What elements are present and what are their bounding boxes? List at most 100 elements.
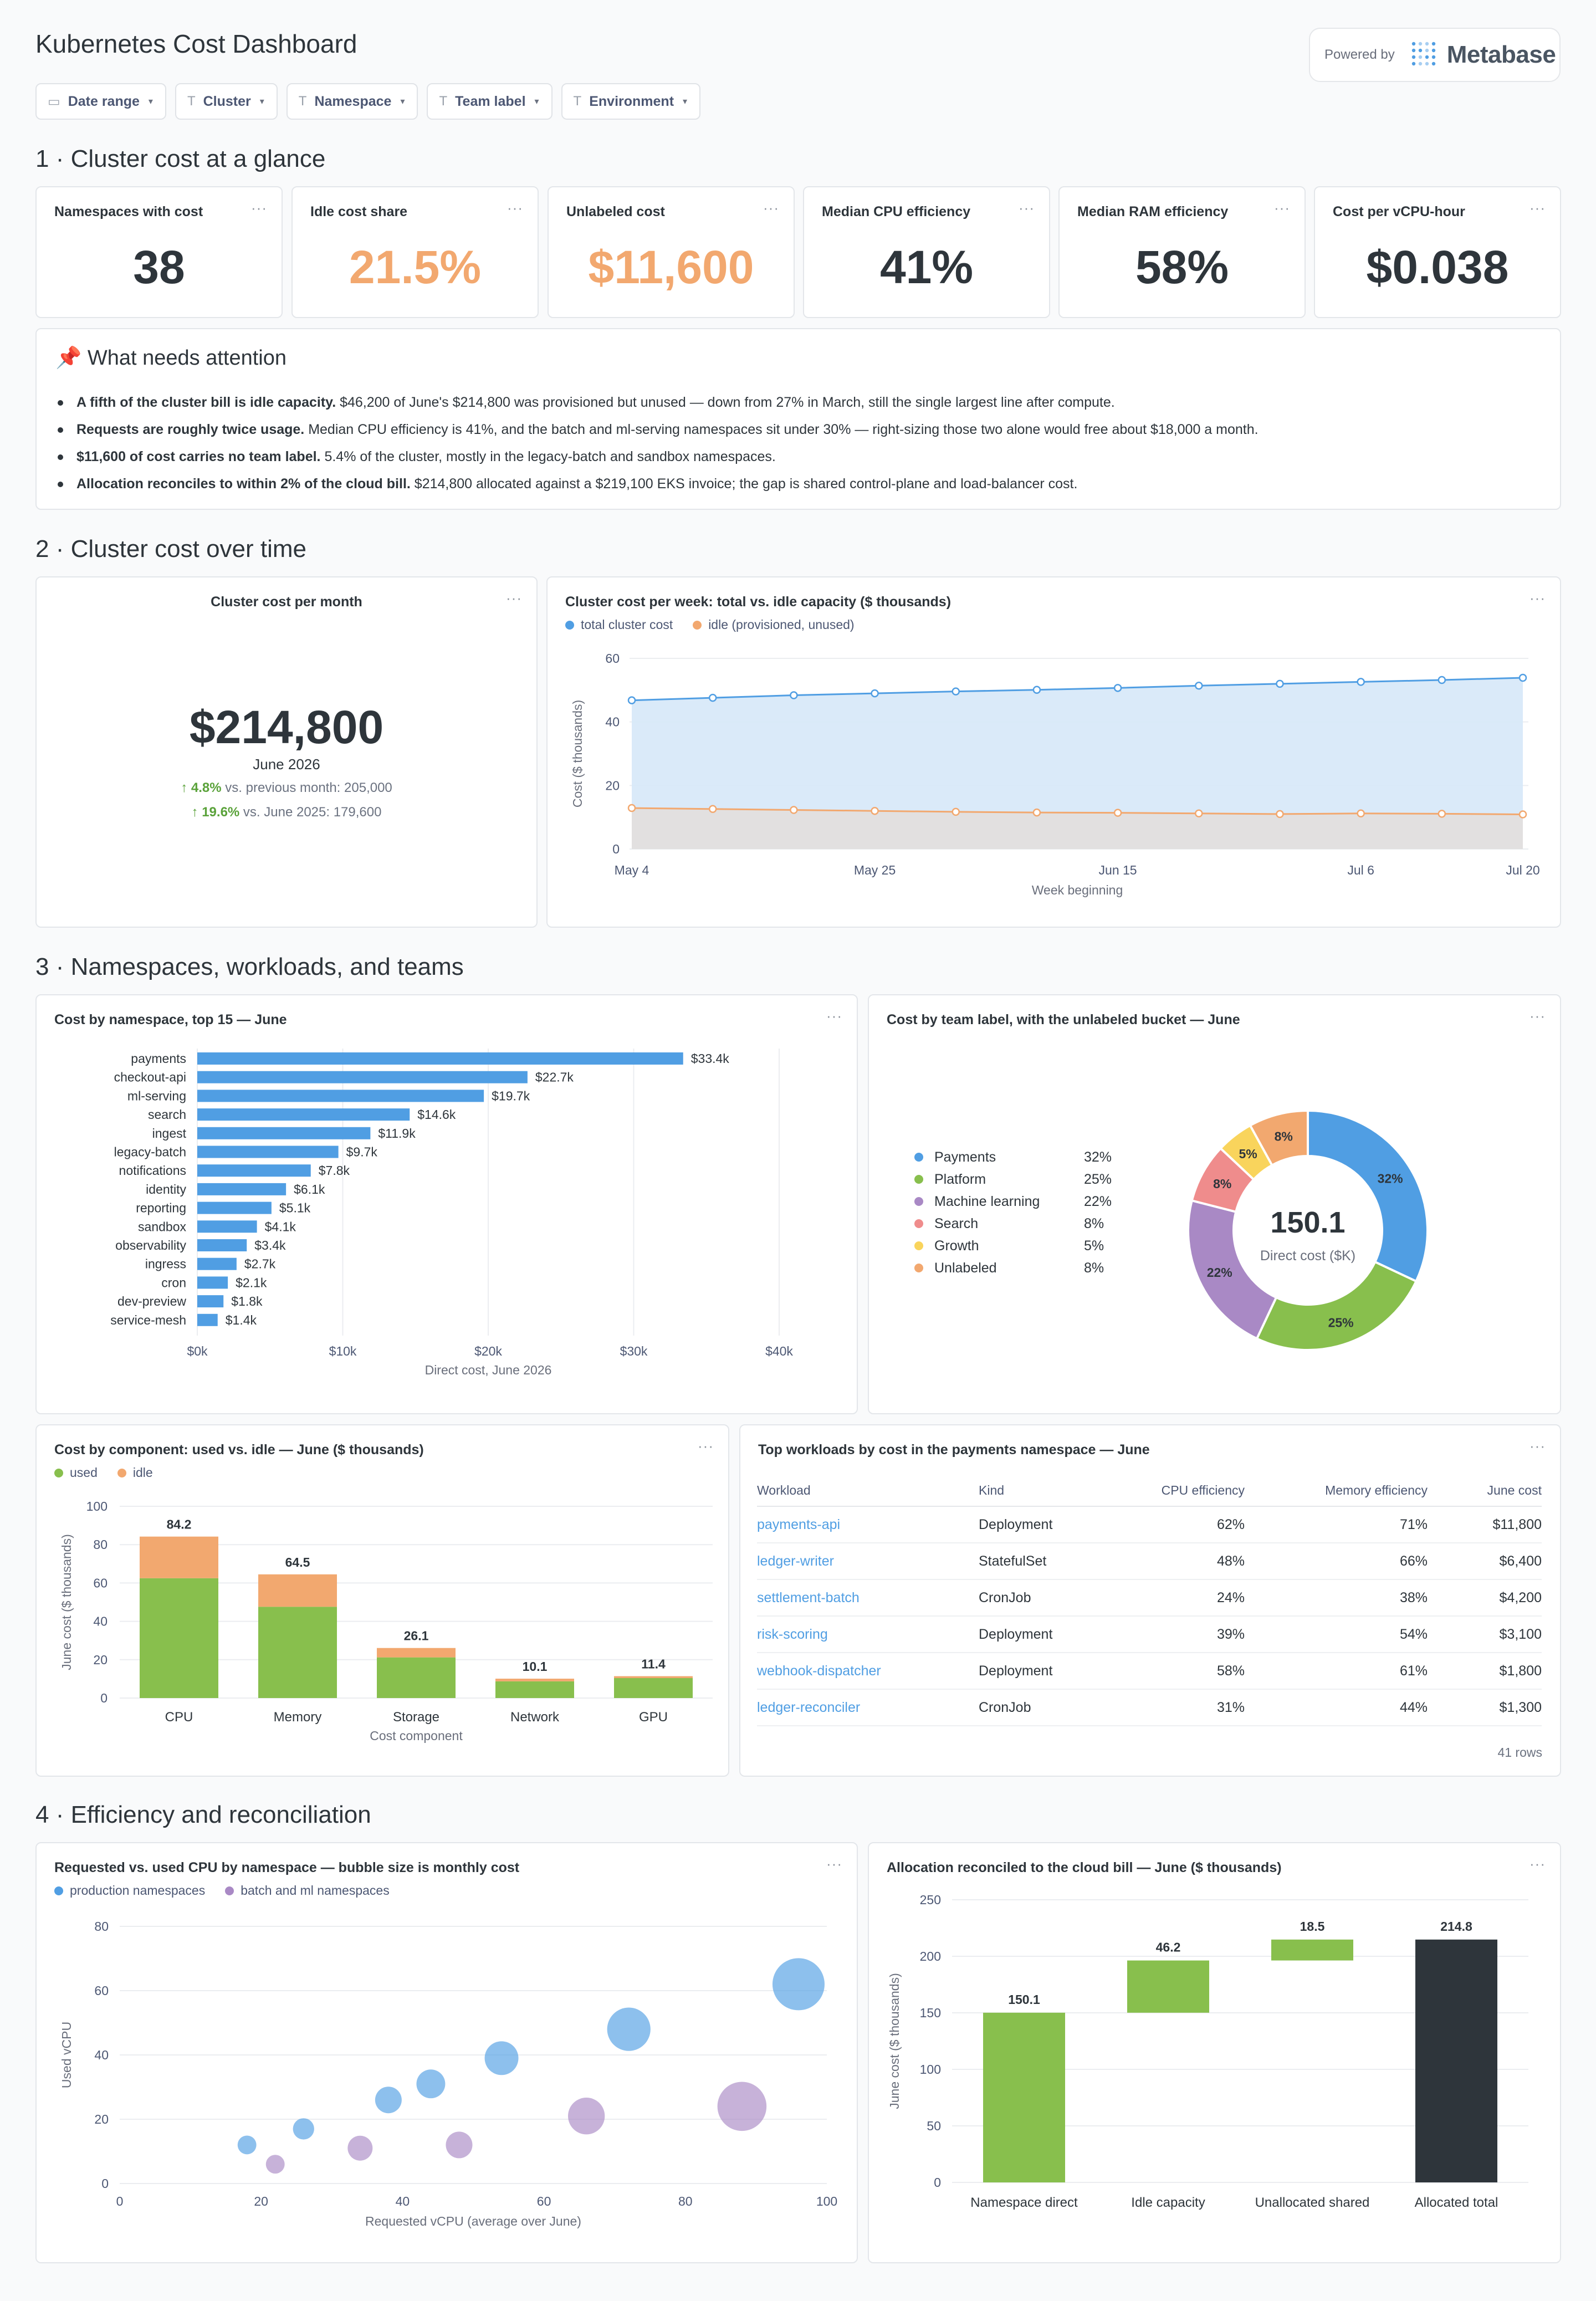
workload-link[interactable]: ledger-writer [757,1543,979,1580]
workload-link[interactable]: risk-scoring [757,1616,979,1653]
powered-by-label: Powered by [1324,47,1395,62]
monthly-cost-card[interactable]: Cluster cost per month ··· $214,800 June… [35,576,538,928]
bar-segment [258,1607,337,1698]
legend-item[interactable]: total cluster cost [565,617,673,632]
legend-item[interactable]: Search 8% [914,1213,1112,1235]
table-cell: 66% [1245,1543,1428,1580]
card-menu-icon[interactable]: ··· [826,1855,842,1872]
legend-item[interactable]: Machine learning 22% [914,1190,1112,1213]
team-cost-card[interactable]: Cost by team label, with the unlabeled b… [868,994,1561,1414]
kpi-card-cpu-efficiency[interactable]: Median CPU efficiency ··· 41% [803,186,1050,318]
workload-link[interactable]: settlement-batch [757,1579,979,1617]
section-title-namespaces: 3 · Namespaces, workloads, and teams [35,953,464,980]
card-menu-icon[interactable]: ··· [251,200,267,216]
data-point [1195,682,1203,690]
powered-by-badge[interactable]: Powered by Metabase [1309,28,1561,82]
filter-team-label[interactable]: T Team label ▾ [427,83,553,120]
x-tick-label: Jun 15 [1099,863,1137,877]
kpi-card-ram-efficiency[interactable]: Median RAM efficiency ··· 58% [1058,186,1306,318]
filter-date-range[interactable]: ▭ Date range ▾ [35,83,166,120]
card-menu-icon[interactable]: ··· [1019,200,1035,216]
bubble [265,2155,285,2174]
kpi-card-unlabeled-cost[interactable]: Unlabeled cost ··· $11,600 [548,186,795,318]
column-header[interactable]: Workload [757,1475,979,1507]
card-menu-icon[interactable]: ··· [826,1008,842,1024]
workload-link[interactable]: ledger-reconciler [757,1689,979,1726]
bubble [607,2007,651,2051]
data-point [627,804,636,812]
y-tick-label: 100 [86,1499,108,1513]
donut-slice [1307,1109,1429,1283]
card-menu-icon[interactable]: ··· [1530,1855,1546,1872]
data-label: 10.1 [523,1659,548,1674]
workload-link[interactable]: webhook-dispatcher [757,1653,979,1690]
legend-item[interactable]: Platform 25% [914,1168,1112,1190]
data-label: $19.7k [492,1088,530,1103]
bubble [772,1958,825,2011]
legend-item[interactable]: batch and ml namespaces [225,1883,390,1898]
card-menu-icon[interactable]: ··· [763,200,779,216]
slice-label: 8% [1275,1129,1293,1144]
data-point [1195,809,1203,818]
bar [197,1276,228,1289]
legend-item[interactable]: production namespaces [54,1883,205,1898]
bar [197,1257,237,1270]
workloads-table-card[interactable]: Top workloads by cost in the payments na… [739,1424,1561,1777]
x-tick-label: 0 [116,2194,124,2208]
category-label: dev-preview [117,1294,186,1308]
column-header[interactable]: Memory efficiency [1245,1475,1428,1507]
table-cell: 54% [1245,1616,1428,1653]
y-axis-label: June cost ($ thousands) [59,1534,74,1670]
card-menu-icon[interactable]: ··· [698,1438,714,1454]
kpi-card-vcpu-hour[interactable]: Cost per vCPU-hour ··· $0.038 [1314,186,1561,318]
legend-item[interactable]: idle [117,1465,153,1480]
card-menu-icon[interactable]: ··· [506,590,522,606]
legend-item[interactable]: Growth 5% [914,1235,1112,1257]
category-label: cron [161,1275,186,1290]
y-tick-label: 60 [605,651,620,666]
y-tick-label: 0 [934,2175,941,2190]
card-menu-icon[interactable]: ··· [1530,1438,1546,1454]
kpi-value: 58% [1135,241,1229,293]
monthly-cost-period: June 2026 [253,756,320,773]
legend-item[interactable]: used [54,1465,98,1480]
column-header[interactable]: June cost [1428,1475,1542,1507]
cpu-bubble-card[interactable]: Requested vs. used CPU by namespace — bu… [35,1842,858,2263]
component-legend: used idle [54,1465,153,1480]
workload-link[interactable]: payments-api [757,1506,979,1543]
attention-item: $11,600 of cost carries no team label. 5… [58,443,1259,471]
legend-item[interactable]: idle (provisioned, unused) [693,617,855,632]
card-menu-icon[interactable]: ··· [1530,200,1546,216]
card-menu-icon[interactable]: ··· [1274,200,1290,216]
column-header[interactable]: Kind [979,1475,1106,1507]
team-donut-chart: 32% 25% 22% 8% 5% 8% 150.1 Direct cost ($K) [1187,1109,1429,1351]
y-tick-label: 20 [93,1653,108,1667]
kpi-card-idle-share[interactable]: Idle cost share ··· 21.5% [291,186,539,318]
data-point [1357,809,1365,818]
card-menu-icon[interactable]: ··· [1530,1008,1546,1024]
data-label: $2.7k [244,1257,276,1271]
bubble [347,2135,373,2161]
category-label: payments [131,1051,186,1066]
chevron-down-icon: ▾ [534,97,539,106]
legend-item[interactable]: Payments 32% [914,1146,1112,1168]
card-menu-icon[interactable]: ··· [1530,590,1546,606]
legend-item[interactable]: Unlabeled 8% [914,1257,1112,1279]
table-cell: Deployment [979,1616,1106,1653]
reconciliation-card[interactable]: Allocation reconciled to the cloud bill … [868,1842,1561,2263]
data-point [790,691,798,699]
namespace-cost-card[interactable]: Cost by namespace, top 15 — June ··· $0k… [35,994,858,1414]
kpi-card-namespaces[interactable]: Namespaces with cost ··· 38 [35,186,283,318]
category-label: search [148,1107,186,1122]
filter-cluster[interactable]: T Cluster ▾ [175,83,278,120]
data-label: $11.9k [378,1126,416,1141]
card-title: Cost by team label, with the unlabeled b… [887,1012,1240,1027]
filter-namespace[interactable]: T Namespace ▾ [286,83,418,120]
slice-label: 25% [1328,1316,1354,1330]
column-header[interactable]: CPU efficiency [1106,1475,1245,1507]
waterfall-bar [1127,1960,1209,2013]
card-menu-icon[interactable]: ··· [507,200,523,216]
component-cost-card[interactable]: Cost by component: used vs. idle — June … [35,1424,729,1777]
weekly-cost-card[interactable]: Cluster cost per week: total vs. idle ca… [546,576,1561,928]
filter-environment[interactable]: T Environment ▾ [561,83,701,120]
